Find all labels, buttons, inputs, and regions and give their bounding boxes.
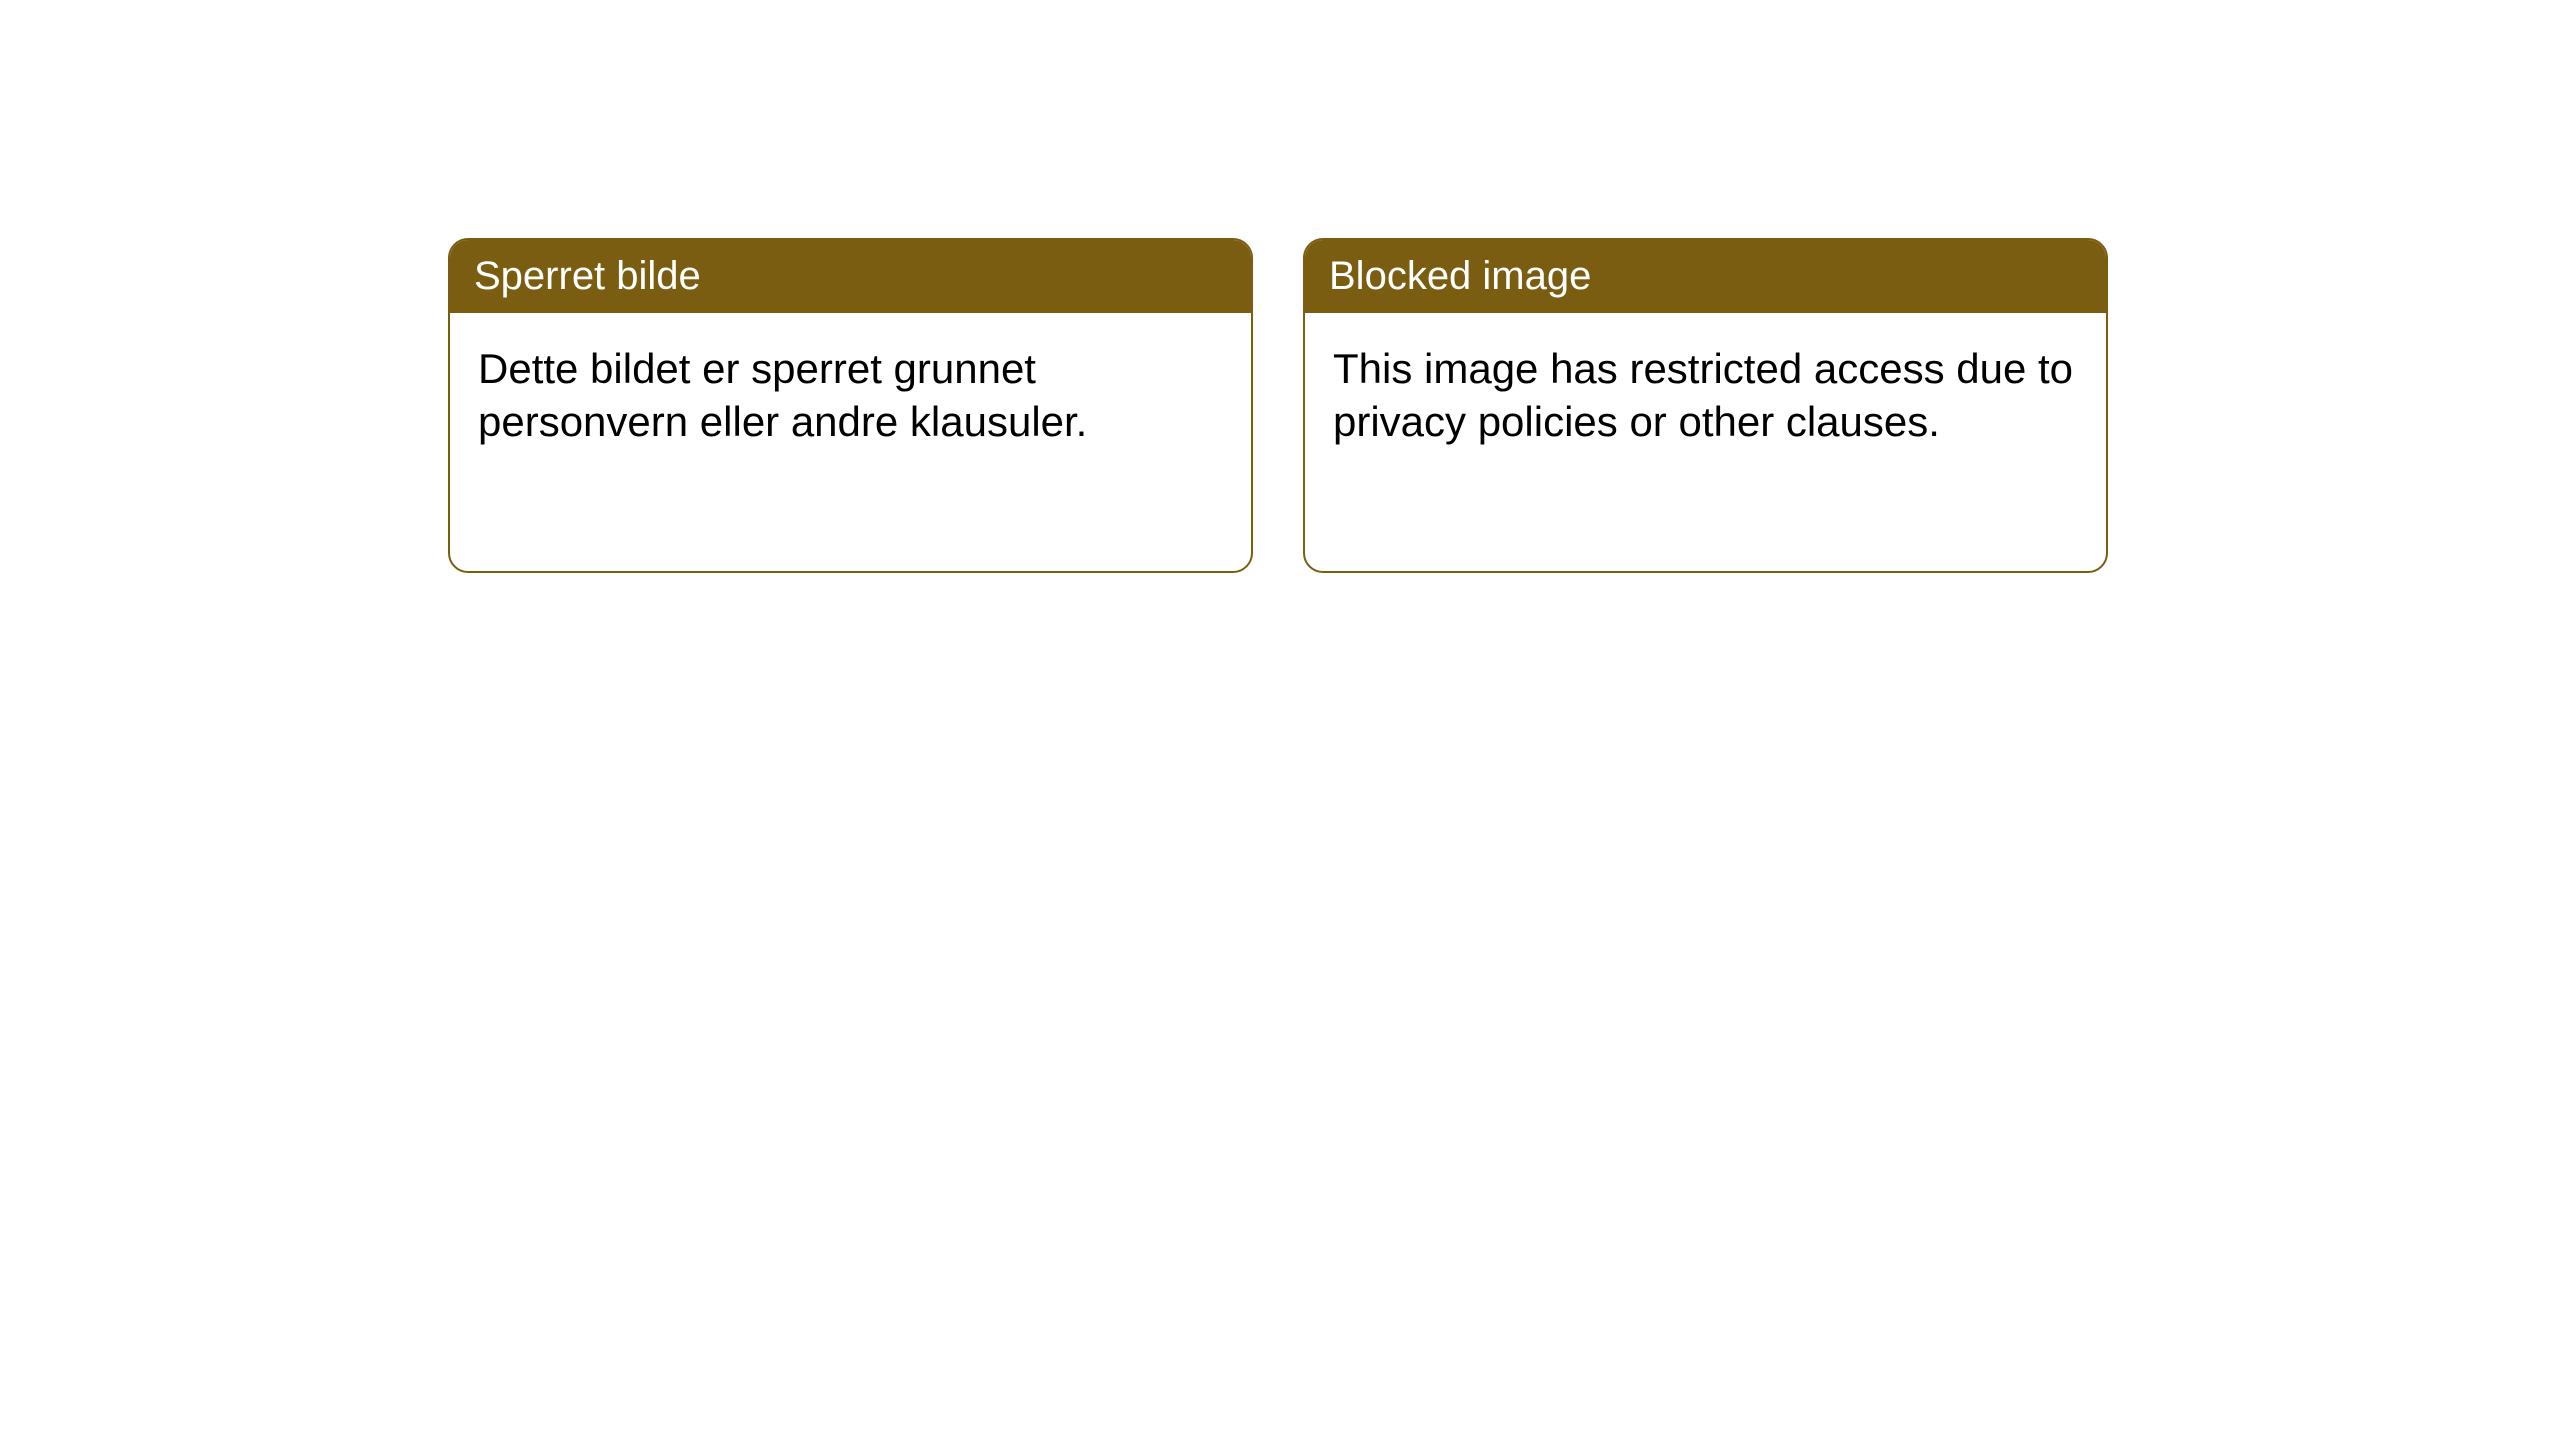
notice-container: Sperret bilde Dette bildet er sperret gr…	[0, 0, 2560, 573]
notice-card-english: Blocked image This image has restricted …	[1303, 238, 2108, 573]
notice-header-norwegian: Sperret bilde	[450, 240, 1251, 313]
notice-body-english: This image has restricted access due to …	[1305, 313, 2106, 478]
notice-header-english: Blocked image	[1305, 240, 2106, 313]
notice-body-norwegian: Dette bildet er sperret grunnet personve…	[450, 313, 1251, 478]
notice-card-norwegian: Sperret bilde Dette bildet er sperret gr…	[448, 238, 1253, 573]
